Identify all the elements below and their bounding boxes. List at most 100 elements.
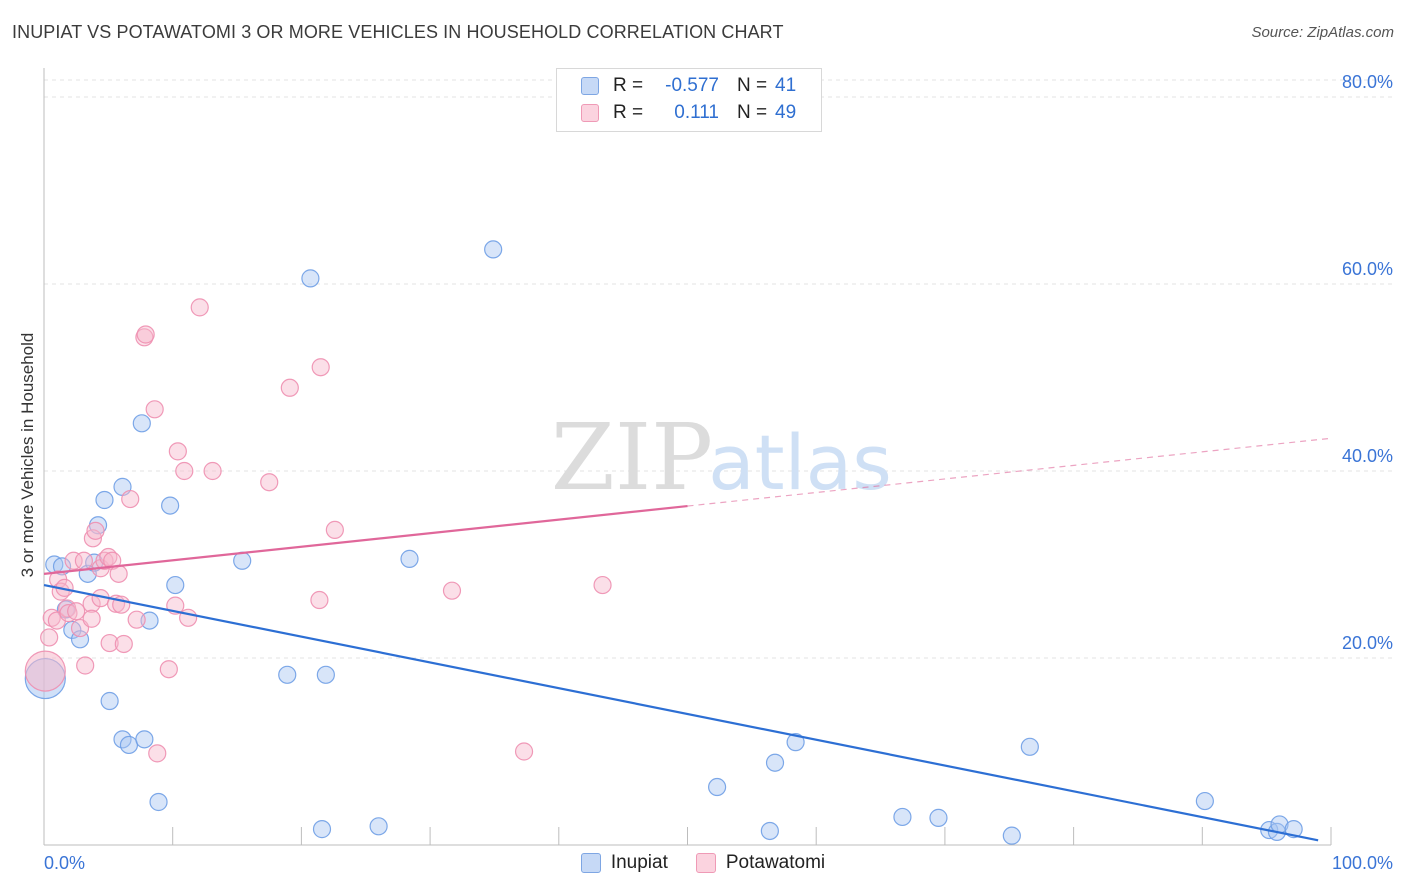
data-point-inupiat	[1284, 820, 1303, 839]
data-point-inupiat	[760, 821, 779, 841]
data-point-potawatomi	[76, 656, 95, 675]
data-point-potawatomi	[136, 325, 155, 344]
watermark-atlas: atlas	[708, 418, 892, 507]
data-point-potawatomi	[168, 442, 187, 461]
trend-lines	[43, 437, 1332, 842]
y-axis-label: 3 or more Vehicles in Household	[18, 332, 37, 578]
data-point-potawatomi	[175, 461, 194, 481]
trend-line-inupiat	[43, 583, 1319, 842]
data-point-potawatomi	[100, 633, 119, 653]
data-point-potawatomi	[42, 608, 61, 627]
legend-row-inupiat: R = -0.577 N = 41	[581, 73, 805, 99]
axes	[43, 68, 1332, 846]
data-point-inupiat	[786, 733, 805, 752]
legend-item-potawatomi[interactable]: Potawatomi	[695, 852, 826, 874]
legend-swatch-potawatomi	[695, 853, 716, 873]
legend-swatch-inupiat	[580, 853, 601, 873]
data-point-inupiat	[132, 414, 151, 433]
data-point-potawatomi	[514, 742, 534, 761]
data-point-potawatomi	[127, 610, 146, 629]
data-point-inupiat	[1020, 737, 1039, 756]
legend-r-value: -0.577	[665, 75, 719, 96]
data-point-inupiat	[484, 240, 503, 259]
data-point-inupiat	[893, 807, 912, 827]
data-point-inupiat	[708, 777, 727, 797]
data-point-inupiat	[119, 735, 139, 755]
data-point-potawatomi	[159, 660, 178, 679]
data-point-potawatomi	[260, 473, 279, 492]
data-point-inupiat	[149, 792, 168, 812]
data-point-potawatomi	[280, 378, 299, 397]
legend-n-value: 41	[775, 75, 797, 96]
data-point-inupiat	[301, 269, 320, 288]
data-point-potawatomi	[203, 461, 222, 481]
data-point-inupiat	[312, 820, 332, 839]
chart-title: INUPIAT VS POTAWATOMI 3 OR MORE VEHICLES…	[12, 22, 784, 42]
data-point-potawatomi	[310, 590, 329, 610]
data-point-inupiat	[1195, 791, 1214, 811]
correlation-legend: R = -0.577 N = 41 R = 0.111 N = 49	[556, 68, 822, 132]
gridlines	[44, 79, 1392, 659]
legend-item-inupiat[interactable]: Inupiat	[580, 852, 668, 874]
x-tick-label: 100.0%	[1332, 853, 1393, 873]
data-point-potawatomi	[74, 551, 93, 570]
source-label: Source: ZipAtlas.com	[1251, 24, 1394, 41]
data-point-potawatomi	[67, 602, 86, 621]
legend-n-label: N =	[737, 75, 768, 96]
data-points	[24, 240, 1303, 845]
data-point-potawatomi	[64, 551, 83, 570]
data-point-inupiat	[233, 551, 252, 570]
data-point-potawatomi	[82, 609, 101, 628]
data-point-potawatomi	[593, 575, 612, 595]
data-point-inupiat	[316, 665, 335, 684]
x-tick-label: 0.0%	[44, 853, 85, 873]
data-point-potawatomi	[325, 520, 344, 540]
data-point-inupiat	[161, 496, 180, 515]
series-legend: Inupiat Potawatomi	[0, 852, 1406, 874]
data-point-inupiat	[95, 490, 114, 510]
data-point-potawatomi	[109, 564, 128, 583]
watermark-zip: ZIP	[551, 404, 713, 511]
legend-label-inupiat: Inupiat	[610, 852, 668, 873]
data-point-potawatomi	[114, 634, 133, 654]
y-tick-label: 40.0%	[1342, 446, 1393, 466]
data-point-potawatomi	[145, 400, 164, 419]
data-point-potawatomi	[121, 489, 140, 509]
data-point-potawatomi	[40, 628, 59, 647]
data-point-inupiat	[1002, 826, 1021, 845]
data-point-inupiat	[278, 665, 297, 684]
data-point-potawatomi	[190, 298, 209, 317]
data-point-potawatomi	[103, 551, 122, 570]
data-point-potawatomi	[83, 529, 103, 548]
legend-swatch-inupiat	[581, 77, 599, 95]
trend-line-potawatomi	[43, 504, 688, 575]
y-tick-label: 80.0%	[1342, 72, 1393, 92]
legend-swatch-potawatomi	[581, 104, 599, 122]
data-point-potawatomi	[24, 650, 66, 692]
legend-n-value: 49	[775, 102, 797, 123]
y-tick-label: 60.0%	[1342, 259, 1393, 279]
legend-row-potawatomi: R = 0.111 N = 49	[581, 100, 805, 126]
legend-r-value: 0.111	[674, 102, 719, 123]
data-point-inupiat	[369, 817, 388, 836]
y-tick-label: 20.0%	[1342, 633, 1393, 653]
data-point-inupiat	[400, 549, 419, 568]
watermark: ZIP atlas	[551, 404, 892, 511]
data-point-potawatomi	[148, 744, 167, 763]
legend-r-label: R =	[613, 75, 644, 96]
legend-n-label: N =	[737, 102, 768, 123]
data-point-inupiat	[135, 730, 154, 749]
data-point-potawatomi	[311, 358, 330, 377]
data-point-inupiat	[765, 753, 785, 772]
tick-labels: 20.0% 40.0% 60.0% 80.0% 0.0% 100.0%	[44, 72, 1393, 873]
data-point-inupiat	[100, 691, 119, 711]
trend-line-extension-potawatomi	[687, 437, 1332, 507]
data-point-inupiat	[166, 575, 185, 595]
legend-label-potawatomi: Potawatomi	[725, 852, 826, 873]
legend-r-label: R =	[613, 102, 644, 123]
data-point-potawatomi	[86, 521, 105, 540]
data-point-inupiat	[929, 808, 948, 827]
data-point-inupiat	[140, 611, 159, 630]
data-point-potawatomi	[442, 581, 462, 600]
